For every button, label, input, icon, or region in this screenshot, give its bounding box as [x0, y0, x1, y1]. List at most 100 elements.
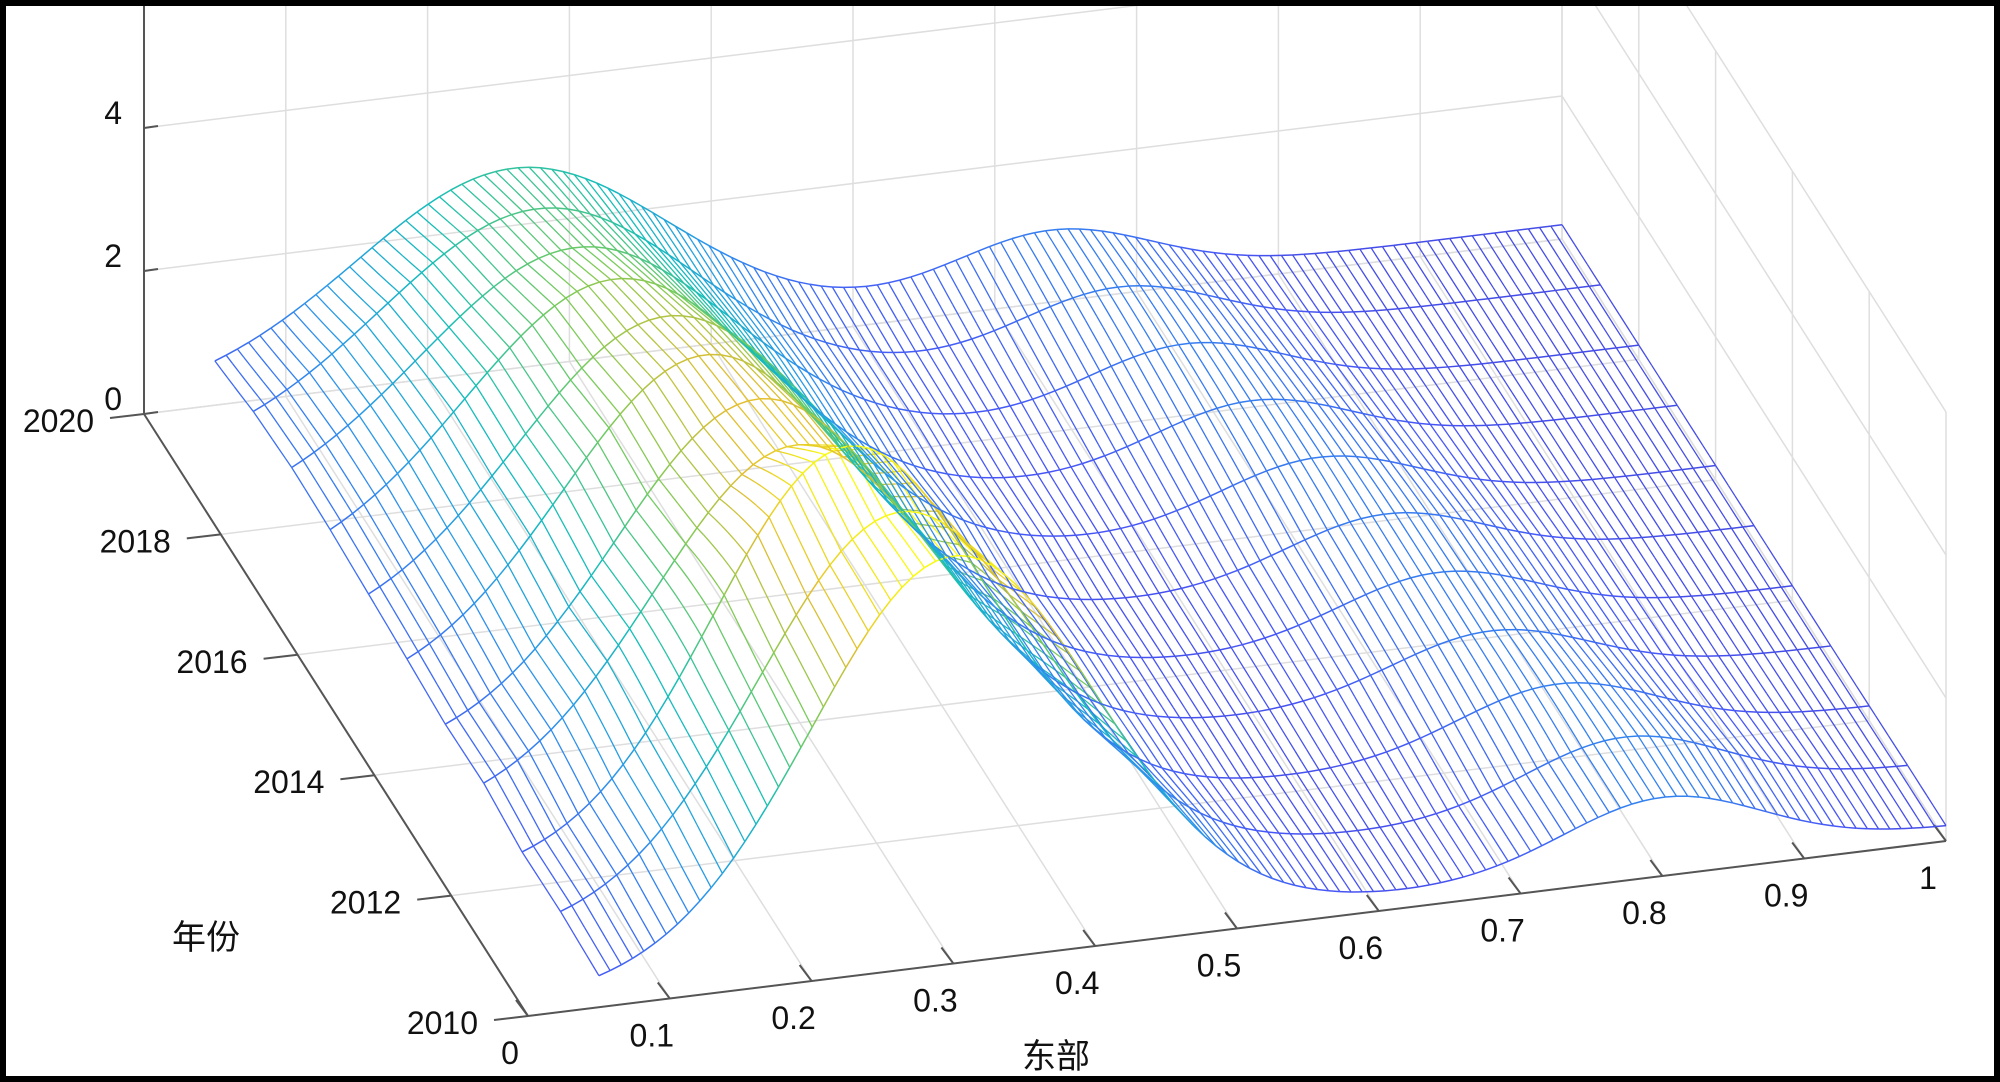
mesh-line: [472, 330, 480, 339]
mesh-line: [858, 349, 867, 361]
mesh-line: [757, 534, 765, 549]
mesh-line: [358, 317, 367, 325]
mesh-line: [673, 708, 682, 721]
mesh-line: [573, 260, 581, 267]
mesh-line: [459, 548, 467, 560]
mesh-line: [720, 524, 728, 533]
mesh-line: [1238, 819, 1246, 829]
mesh-line: [512, 231, 520, 240]
mesh-line: [603, 346, 612, 355]
mesh-line: [927, 442, 936, 454]
mesh-line: [719, 401, 727, 411]
mesh-line: [548, 819, 557, 833]
mesh-line: [737, 267, 745, 279]
mesh-line: [1405, 687, 1413, 700]
mesh-line: [1081, 269, 1090, 281]
mesh-line: [495, 805, 504, 818]
mesh-line: [1223, 834, 1232, 844]
mesh-line: [485, 190, 493, 198]
mesh-line: [384, 453, 392, 465]
mesh-line: [1272, 672, 1280, 684]
mesh-line: [763, 391, 772, 400]
mesh-line: [674, 345, 682, 354]
x-tick: [798, 964, 813, 982]
mesh-line: [1257, 711, 1266, 723]
mesh-line: [507, 183, 516, 191]
mesh-line: [1062, 429, 1070, 442]
mesh-line: [926, 422, 934, 434]
mesh-line: [1161, 555, 1170, 567]
mesh-line: [586, 189, 594, 199]
mesh-line: [1091, 660, 1099, 672]
mesh-line: [1347, 684, 1356, 697]
mesh-line: [1129, 307, 1138, 319]
mesh-line: [875, 547, 884, 559]
mesh-line: [1015, 613, 1024, 623]
mesh-line: [555, 258, 564, 265]
mesh-line: [818, 435, 826, 444]
mesh-line: [220, 369, 229, 379]
mesh-line: [335, 539, 344, 552]
mesh-line: [749, 811, 757, 825]
mesh-line: [1101, 301, 1109, 314]
mesh-line: [982, 495, 990, 506]
mesh-line: [337, 463, 346, 475]
mesh-line: [950, 276, 958, 289]
mesh-line: [1339, 740, 1347, 753]
mesh-line: [714, 417, 722, 427]
mesh-line: [1230, 795, 1238, 805]
mesh-line: [765, 332, 774, 342]
mesh-line: [991, 397, 1000, 409]
mesh-line: [655, 326, 663, 334]
mesh-line: [799, 299, 808, 312]
mesh-line: [885, 484, 894, 496]
mesh-line: [332, 380, 341, 390]
mesh-line: [1125, 249, 1133, 260]
mesh-line: [1348, 872, 1357, 883]
mesh-line: [685, 304, 693, 311]
mesh-line: [662, 453, 671, 465]
mesh-line: [1067, 503, 1075, 515]
mesh-line: [1046, 447, 1054, 460]
mesh-line: [1086, 712, 1094, 723]
mesh-line: [459, 668, 467, 681]
mesh-line: [547, 187, 556, 196]
mesh-line: [470, 305, 479, 314]
mesh-line: [1094, 693, 1102, 705]
mesh-line: [690, 519, 698, 529]
mesh-line: [1185, 378, 1194, 391]
mesh-line: [404, 516, 413, 529]
mesh-line: [1030, 271, 1039, 284]
mesh-line: [560, 313, 568, 323]
mesh-line: [855, 308, 864, 321]
mesh-line: [1137, 441, 1146, 454]
mesh-line: [551, 168, 559, 177]
mesh-line: [733, 698, 741, 712]
mesh-line: [943, 434, 952, 446]
mesh-line: [852, 451, 860, 463]
mesh-line: [665, 653, 674, 666]
mesh-line: [832, 643, 841, 656]
mesh-line: [842, 586, 850, 599]
mesh-line: [1177, 344, 1186, 356]
mesh-line: [1166, 624, 1174, 636]
mesh-line: [1039, 635, 1048, 646]
mesh-line: [1093, 267, 1101, 279]
mesh-line: [1031, 653, 1040, 664]
mesh-line: [654, 409, 663, 421]
mesh-line: [675, 309, 684, 317]
mesh-line: [887, 462, 895, 474]
mesh-line: [711, 272, 719, 283]
mesh-line: [813, 438, 821, 448]
mesh-line: [507, 692, 515, 703]
mesh-line: [470, 658, 478, 671]
mesh-line: [505, 529, 514, 541]
mesh-line: [1156, 787, 1164, 795]
mesh-line: [687, 245, 695, 256]
mesh-line: [899, 279, 907, 292]
mesh-line: [641, 649, 650, 662]
mesh-line: [1174, 482, 1183, 495]
mesh-line: [1237, 569, 1245, 582]
mesh-line: [1144, 276, 1152, 287]
mesh-line: [1041, 460, 1050, 473]
